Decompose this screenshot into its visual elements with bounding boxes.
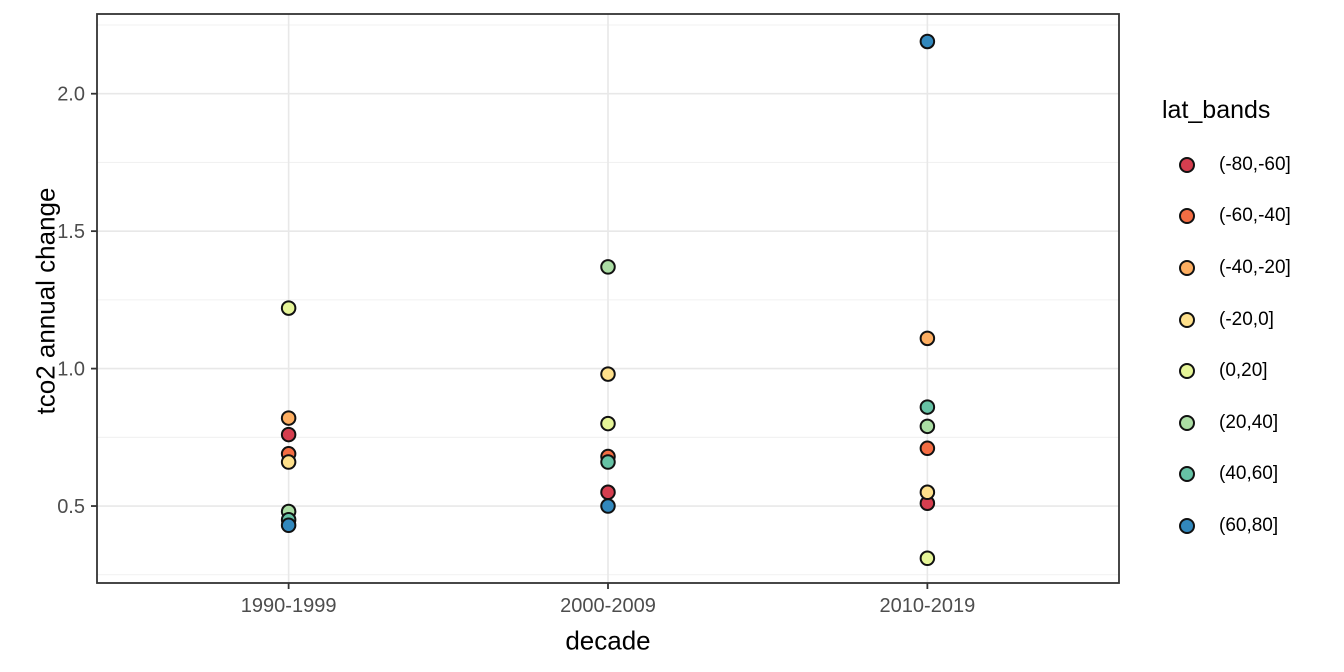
legend-item: (40,60] — [1158, 449, 1344, 501]
legend-item: (-80,-60] — [1158, 139, 1344, 191]
legend-item: (60,80] — [1158, 500, 1344, 552]
legend-key-swatch — [1179, 208, 1195, 225]
data-point — [600, 415, 616, 432]
legend-title: lat_bands — [1162, 96, 1271, 124]
legend-key-swatch — [1179, 517, 1195, 534]
legend-key-swatch — [1179, 156, 1195, 173]
data-point — [280, 426, 297, 443]
legend-item-label: (20,40] — [1219, 411, 1279, 433]
legend-items: (-80,-60] (-60,-40] (-40,-20] (-20,0] (0,20]… — [1158, 139, 1344, 552]
legend-item-label: (60,80] — [1219, 514, 1279, 536]
data-point — [919, 440, 936, 457]
legend-item-label: (0,20] — [1219, 360, 1268, 382]
data-point — [600, 259, 616, 275]
y-tick-label: 1.0 — [57, 359, 85, 381]
legend-item-label: (-20,0] — [1219, 308, 1274, 330]
legend-key-swatch — [1179, 311, 1195, 328]
legend-key-swatch — [1179, 363, 1195, 380]
y-tick-label: 2.0 — [57, 84, 85, 106]
data-point — [919, 550, 936, 567]
legend-key-swatch — [1179, 259, 1195, 276]
legend-item: (0,20] — [1158, 345, 1344, 397]
legend-item-label: (40,60] — [1219, 463, 1279, 485]
legend-item: (-40,-20] — [1158, 242, 1344, 294]
x-tick-label: 2000-2009 — [560, 595, 656, 617]
data-point — [919, 399, 936, 415]
data-point — [919, 484, 936, 501]
data-point — [280, 410, 297, 426]
y-tick-label: 1.5 — [57, 221, 85, 243]
legend-key-swatch — [1179, 414, 1195, 431]
legend-item-label: (-80,-60] — [1219, 153, 1291, 175]
data-point — [280, 517, 297, 534]
legend-item: (-60,-40] — [1158, 191, 1344, 243]
x-tick-label: 2010-2019 — [880, 595, 976, 617]
legend-key-swatch — [1179, 466, 1195, 483]
y-axis-title: tco2 annual change — [30, 187, 61, 415]
legend-item: (-20,0] — [1158, 294, 1344, 346]
x-tick-label: 1990-1999 — [241, 595, 337, 617]
y-tick-label: 0.5 — [57, 496, 85, 518]
data-point — [600, 498, 616, 514]
legend-item: (20,40] — [1158, 397, 1344, 449]
x-axis-title: decade — [565, 625, 651, 656]
data-point — [280, 300, 297, 316]
data-point — [600, 484, 616, 501]
legend: lat_bands (-80,-60] (-60,-40] (-40,-20] (-2… — [1158, 96, 1344, 552]
legend-item-label: (-40,-20] — [1219, 256, 1291, 278]
data-point — [919, 418, 936, 435]
legend-item-label: (-60,-40] — [1219, 205, 1291, 227]
data-point — [280, 454, 297, 470]
data-point — [919, 33, 936, 50]
data-point — [919, 330, 936, 347]
data-point — [600, 366, 616, 382]
data-point — [600, 454, 616, 470]
